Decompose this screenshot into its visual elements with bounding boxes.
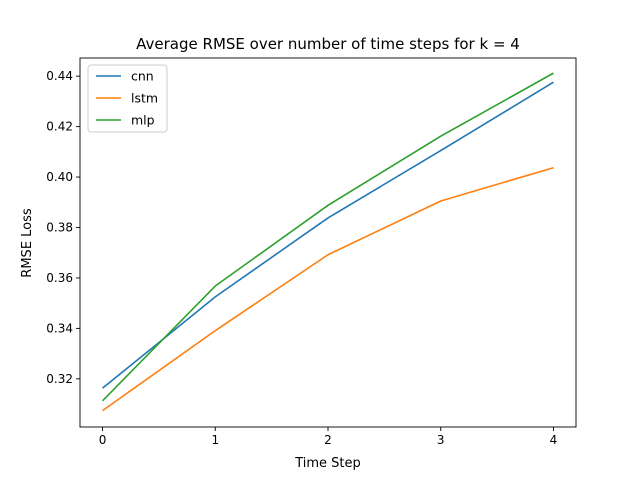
series-line-cnn (102, 81, 554, 389)
legend-label-lstm: lstm (131, 91, 158, 106)
axes: 0 1 2 3 4 0.32 0.34 0.36 0.38 0.40 0.42 0.44 (46, 57, 577, 447)
y-tick-label: 0.40 (46, 170, 73, 184)
x-axis-label: Time Step (294, 456, 361, 471)
y-tick-label: 0.38 (46, 220, 73, 234)
legend-label-mlp: mlp (131, 113, 155, 128)
y-tick-label: 0.36 (46, 271, 73, 285)
y-tick-label: 0.32 (46, 372, 73, 386)
x-tick-label: 3 (437, 433, 445, 447)
y-tick-label: 0.44 (46, 69, 73, 83)
x-tick-label: 1 (211, 433, 219, 447)
legend-box (87, 64, 168, 133)
x-tick-label: 4 (550, 433, 558, 447)
series-line-lstm (102, 166, 554, 412)
x-tick-label: 2 (324, 433, 332, 447)
chart-title: Average RMSE over number of time steps f… (136, 35, 520, 53)
legend-label-cnn: cnn (131, 69, 154, 84)
x-tick-label: 0 (99, 433, 107, 447)
series-line-mlp (101, 72, 554, 402)
y-axis-label: RMSE Loss (20, 208, 35, 278)
plot-area (101, 72, 554, 412)
legend: cnn lstm mlp (87, 64, 168, 133)
y-tick-label: 0.34 (46, 321, 73, 335)
y-tick-label: 0.42 (46, 120, 73, 134)
